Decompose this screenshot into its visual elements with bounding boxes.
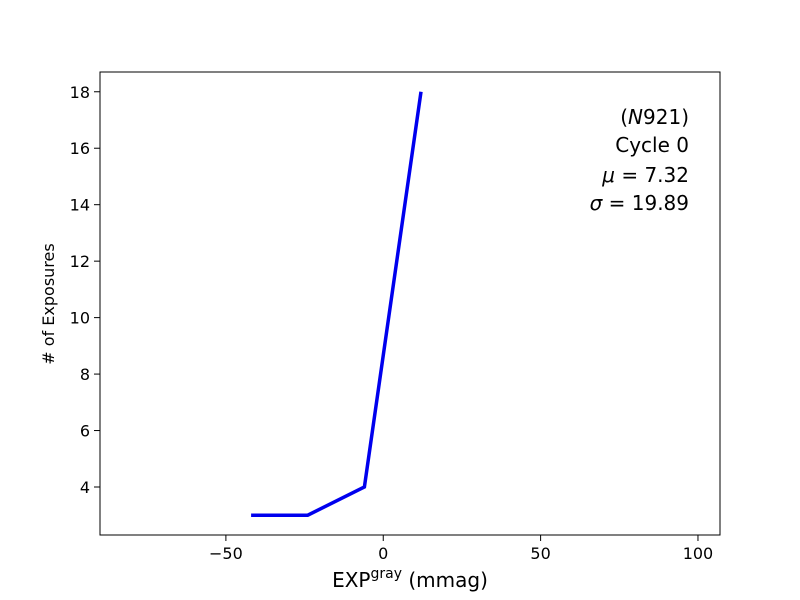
y-tick-label: 4 — [80, 478, 90, 497]
x-tick-label: 0 — [378, 544, 388, 563]
x-tick-label: 100 — [683, 544, 714, 563]
plot-frame — [99, 71, 721, 536]
series-layer — [251, 91, 423, 517]
series-line — [251, 91, 423, 517]
y-axis-label: # of Exposures — [39, 243, 58, 364]
y-tick-label: 8 — [80, 365, 90, 384]
x-tick-label: −50 — [209, 544, 243, 563]
annotation-box: (N921) Cycle 0 μ = 7.32 σ = 19.89 — [590, 105, 689, 215]
annotation-line-sigma: σ = 19.89 — [590, 191, 689, 215]
x-tick-label: 50 — [530, 544, 550, 563]
annotation-line-id: (N921) — [620, 105, 689, 129]
annotation-line-cycle: Cycle 0 — [615, 133, 689, 157]
y-tick-label: 12 — [70, 252, 90, 271]
y-tick-label: 10 — [70, 309, 90, 328]
x-axis-label: EXPgray (mmag) — [332, 566, 488, 592]
annotation-line-mu: μ = 7.32 — [601, 163, 689, 187]
ticks-layer: −50 0 50 100 4 6 8 10 12 14 16 18 — [70, 83, 714, 563]
y-tick-label: 16 — [70, 139, 90, 158]
y-tick-label: 14 — [70, 196, 90, 215]
y-tick-label: 6 — [80, 422, 90, 441]
y-tick-label: 18 — [70, 83, 90, 102]
